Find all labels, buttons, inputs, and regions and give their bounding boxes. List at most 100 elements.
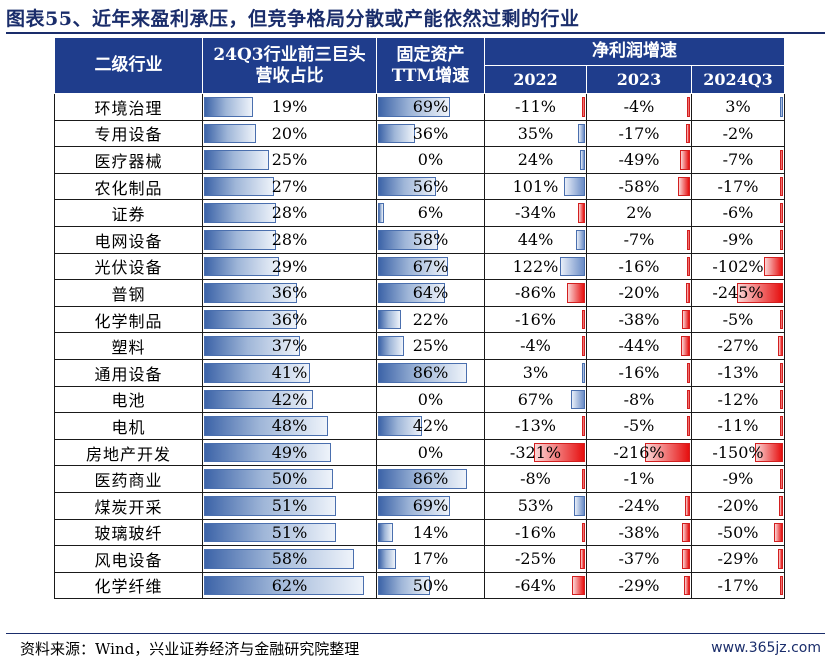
np-2022-cell: 122% [484,252,587,281]
top3-share-bar [204,283,298,303]
fixed-assets-cell: 42% [376,412,485,440]
np-2022-cell: -64% [484,571,587,600]
table-row: 房地产开发 49% 0% -321% -216% -150% [54,438,785,467]
np-2024q3-cell: -13% [691,358,785,387]
np-2023-cell: -7% [586,225,692,254]
np-2022-bar [582,97,585,117]
np-2022-cell: -25% [484,545,587,573]
np-2022-value: -16% [515,522,556,542]
top3-share-bar [204,416,329,436]
fixed-assets-cell: 69% [376,93,485,121]
top3-share-cell: 51% [202,491,377,520]
footer-rule [6,633,825,634]
np-2024q3-cell: -9% [691,465,785,493]
fixed-assets-bar [378,97,450,117]
np-2023-value: 2% [626,203,652,223]
fixed-assets-value: 0% [417,442,444,462]
np-2024q3-value: -6% [722,203,754,223]
np-2023-cell: -216% [586,438,692,467]
np-2023-cell: -5% [586,412,692,440]
fixed-assets-bar [378,176,437,197]
np-2024q3-cell: -7% [691,146,785,174]
np-2023-bar [684,495,690,516]
np-2022-value: -11% [515,97,556,116]
np-2023-value: -20% [618,283,660,303]
np-2024q3-value: -7% [722,150,754,170]
np-2022-value: 24% [517,150,554,170]
np-2024q3-cell: -102% [691,252,785,281]
np-2024q3-bar [780,362,783,383]
np-2022-bar [582,416,585,436]
top3-share-cell: 48% [202,412,377,440]
industry-name: 风电设备 [54,545,203,573]
fixed-assets-value: 14% [412,522,449,542]
top3-share-bar [204,203,277,223]
top3-share-value: 42% [271,389,308,409]
np-2024q3-cell: -6% [691,199,785,227]
np-2022-cell: -13% [484,412,587,440]
table-row: 风电设备 58% 17% -25% -37% -29% [54,545,785,573]
top3-share-cell: 28% [202,225,377,254]
fixed-assets-value: 17% [412,549,449,569]
np-2022-cell: 24% [484,146,587,174]
np-2023-cell: -8% [586,385,692,414]
np-2024q3-bar [779,495,783,516]
industry-name: 专用设备 [54,119,203,148]
np-2024q3-bar [780,469,783,489]
np-2024q3-bar [780,416,783,436]
fixed-assets-value: 69% [412,97,449,116]
np-2024q3-cell: -20% [691,491,785,520]
np-2023-cell: -37% [586,545,692,573]
top3-share-cell: 37% [202,332,377,360]
table-row: 光伏设备 29% 67% 122% -16% -102% [54,252,785,281]
fixed-assets-cell: 50% [376,571,485,600]
industry-name: 塑料 [54,332,203,360]
np-2022-value: -13% [515,416,556,436]
top3-share-bar [204,336,300,356]
np-2024q3-bar [737,283,783,303]
np-2024q3-value: -11% [717,416,759,436]
np-2024q3-bar [773,522,783,543]
np-2023-bar [686,362,690,383]
np-2023-value: -29% [618,575,660,595]
fixed-assets-cell: 64% [376,279,485,307]
np-2024q3-cell: -50% [691,518,785,547]
np-2022-bar [564,176,585,197]
top3-share-value: 27% [271,176,308,196]
header-net-profit: 净利润增速 [484,37,785,66]
np-2022-value: -4% [520,336,551,356]
np-2024q3-value: 3% [725,97,751,116]
np-2023-value: -17% [618,123,660,143]
np-2022-cell: -8% [484,465,587,493]
industry-name: 证券 [54,199,203,227]
top3-share-value: 41% [271,362,308,382]
fixed-assets-cell: 56% [376,172,485,201]
table-row: 化学纤维 62% 50% -64% -29% -17% [54,571,785,600]
np-2023-bar [677,176,690,197]
industry-name: 化学纤维 [54,571,203,600]
top3-share-cell: 42% [202,385,377,414]
top3-share-cell: 49% [202,438,377,467]
np-2022-bar [580,150,585,170]
np-2022-cell: -4% [484,332,587,360]
np-2022-bar [560,256,585,277]
top3-share-value: 28% [271,229,308,249]
np-2022-bar [567,283,585,303]
np-2022-value: 3% [522,362,549,382]
top3-share-value: 51% [271,495,308,515]
top3-share-bar [204,469,334,489]
np-2024q3-value: -150% [712,442,764,462]
table-row: 煤炭开采 51% 69% 53% -24% -20% [54,491,785,520]
np-2022-cell: -16% [484,305,587,334]
np-2024q3-value: -50% [717,522,759,542]
np-2023-cell: -16% [586,252,692,281]
top3-share-cell: 29% [202,252,377,281]
top3-share-value: 19% [271,97,308,116]
table-row: 医药商业 50% 86% -8% -1% -9% [54,465,785,493]
np-2023-bar [680,336,690,356]
top3-share-value: 37% [271,336,308,356]
np-2024q3-bar [764,256,783,277]
fixed-assets-bar [378,362,468,383]
fixed-assets-bar [378,416,422,436]
np-2023-cell: -1% [586,465,692,493]
